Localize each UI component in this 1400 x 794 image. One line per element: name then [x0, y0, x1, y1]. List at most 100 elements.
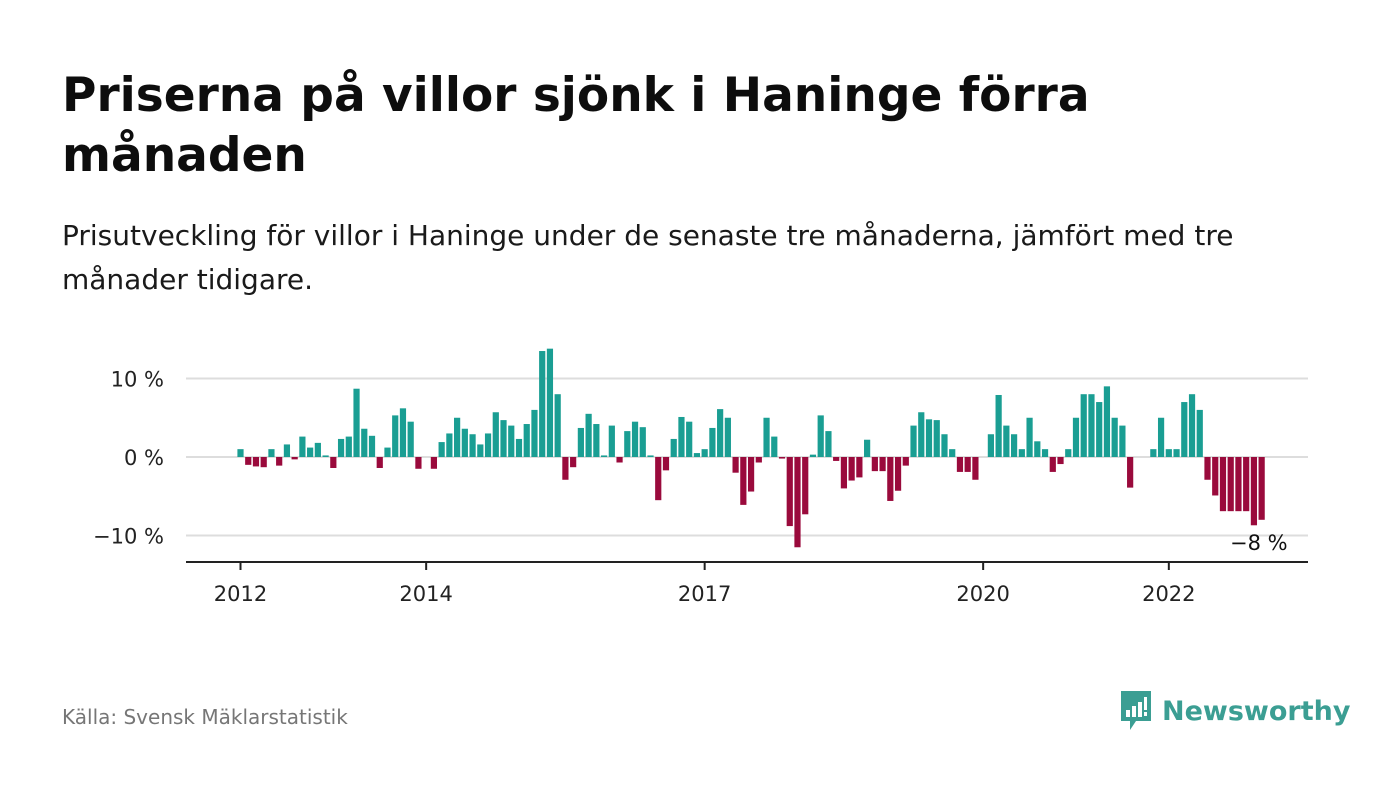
- bar: [484, 433, 492, 457]
- bar: [670, 438, 677, 457]
- bar: [910, 425, 917, 457]
- bar: [1157, 417, 1165, 457]
- bar: [345, 436, 352, 457]
- bar: [809, 454, 817, 457]
- x-tick-label: 2012: [214, 582, 267, 606]
- bar: [1034, 441, 1041, 457]
- bar: [949, 449, 956, 457]
- bar: [1057, 457, 1064, 465]
- newsworthy-logo-icon: [1121, 691, 1151, 730]
- bar: [307, 447, 314, 457]
- bar: [299, 436, 306, 457]
- bar: [972, 457, 979, 480]
- bar: [539, 351, 546, 457]
- chart-subtitle: Prisutveckling för villor i Haninge unde…: [62, 219, 1234, 296]
- bar: [1026, 417, 1033, 457]
- bar: [1072, 417, 1080, 457]
- bar: [523, 424, 530, 457]
- chart-title: Priserna på villor sjönk i Haninge förra…: [62, 68, 1090, 183]
- bar: [276, 457, 283, 466]
- bar: [833, 457, 840, 461]
- bar: [771, 436, 778, 457]
- bar: [1219, 457, 1227, 512]
- bar: [245, 457, 252, 465]
- bar: [1065, 449, 1072, 457]
- bar: [361, 428, 368, 457]
- bar: [353, 388, 360, 457]
- bar: [778, 457, 786, 459]
- bar: [902, 457, 909, 466]
- bar: [268, 449, 275, 457]
- bar: [740, 457, 747, 505]
- x-tick-label: 2022: [1142, 582, 1195, 606]
- bar: [995, 394, 1002, 457]
- bar: [1096, 402, 1103, 457]
- bar: [562, 457, 569, 480]
- bar: [647, 455, 654, 457]
- bar: [1258, 457, 1265, 520]
- bar: [1250, 457, 1258, 526]
- bar: [732, 457, 739, 473]
- bar: [260, 457, 267, 468]
- bar: [1080, 394, 1087, 457]
- bar: [461, 428, 468, 457]
- bar: [1018, 449, 1025, 457]
- bar: [399, 408, 407, 457]
- y-tick-label: 10 %: [111, 368, 164, 392]
- bar: [724, 417, 731, 457]
- bar: [1111, 417, 1118, 457]
- bar: [639, 427, 646, 457]
- bar: [624, 431, 631, 457]
- bar: [848, 457, 855, 481]
- brand-logo: Newsworthy: [1118, 688, 1350, 734]
- bar: [631, 421, 639, 457]
- bar: [608, 425, 615, 457]
- bar: [840, 457, 848, 489]
- bar: [438, 442, 445, 457]
- x-tick-label: 2020: [956, 582, 1009, 606]
- bar: [701, 449, 708, 457]
- y-tick-label: −10 %: [93, 525, 164, 549]
- bar: [933, 420, 940, 457]
- bar: [283, 444, 291, 457]
- bar: [454, 417, 461, 457]
- bar: [368, 435, 376, 457]
- bar: [415, 457, 422, 469]
- bar: [925, 419, 933, 457]
- bar: [678, 416, 685, 457]
- bar: [717, 409, 724, 457]
- bar: [709, 427, 716, 457]
- bar: [786, 457, 793, 527]
- bar: [469, 434, 476, 457]
- bar: [856, 457, 863, 478]
- bar: [662, 457, 670, 471]
- bar: [508, 425, 515, 457]
- bar: [546, 348, 554, 457]
- bar: [252, 457, 260, 467]
- bar: [817, 415, 824, 457]
- bar: [314, 442, 321, 457]
- bar: [1165, 449, 1172, 457]
- bar: [1212, 457, 1219, 496]
- bar: [879, 457, 886, 472]
- bar: [894, 457, 902, 491]
- bar: [446, 433, 453, 457]
- bar: [794, 457, 801, 548]
- bar: [600, 455, 608, 457]
- bar: [515, 438, 523, 457]
- bar: [554, 394, 561, 457]
- end-value-label: −8 %: [1230, 531, 1288, 555]
- bar: [492, 412, 499, 457]
- bar: [291, 457, 298, 460]
- bar: [337, 438, 345, 457]
- bar: [577, 427, 584, 457]
- bar: [477, 444, 484, 457]
- bar: [585, 413, 592, 457]
- bar: [330, 457, 337, 468]
- bar: [693, 453, 701, 457]
- bar: [1041, 449, 1049, 457]
- bar: [384, 447, 391, 457]
- bar: [376, 457, 383, 468]
- bar: [941, 434, 948, 457]
- bar: [570, 457, 577, 468]
